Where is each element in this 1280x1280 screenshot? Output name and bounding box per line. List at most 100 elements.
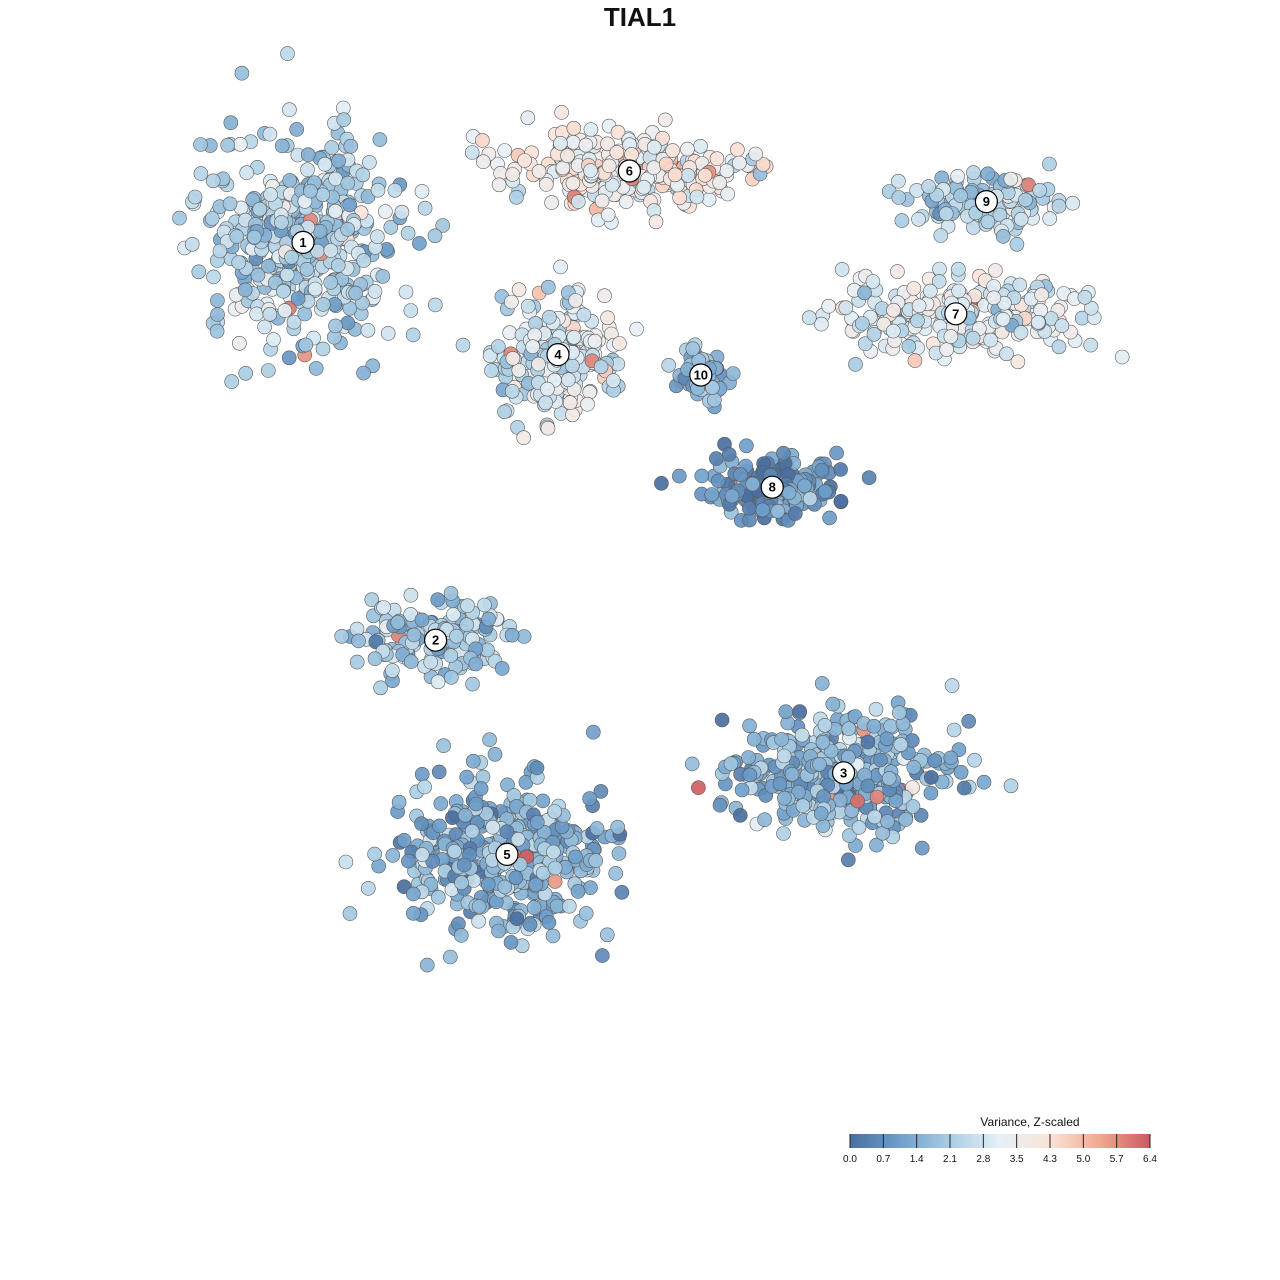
scatter-point [757,812,772,828]
scatter-point [1051,198,1067,214]
scatter-point [238,365,253,381]
scatter-point [1013,211,1029,227]
legend-tick-label: 6.4 [1143,1154,1157,1165]
scatter-point [330,258,346,273]
scatter-point [833,493,849,509]
scatter-point [282,102,297,117]
scatter-point [224,374,239,389]
scatter-point [261,258,276,274]
scatter-point [502,325,518,341]
scatter-point [594,193,610,209]
scatter-point [723,756,739,772]
scatter-point [665,143,680,158]
scatter-point [1042,211,1057,226]
scatter-point [976,774,992,790]
scatter-point [419,957,435,973]
scatter-point [494,661,510,676]
scatter-point [931,274,947,289]
scatter-point [430,592,446,608]
scatter-point [459,769,475,785]
scatter-point [857,336,873,352]
scatter-point [511,362,527,378]
scatter-point [279,267,295,283]
scatter-point [465,676,480,692]
scatter-point [453,928,469,943]
cluster-label-text: 1 [299,235,306,250]
scatter-point [1012,277,1028,293]
scatter-point [338,854,354,870]
scatter-point [510,831,526,847]
scatter-point [1065,195,1080,211]
scatter-point [1051,339,1067,355]
scatter-point [212,243,228,259]
scatter-point [812,756,827,772]
scatter-point [432,818,447,834]
scatter-point [933,228,949,243]
scatter-point [848,357,863,372]
scatter-point [980,166,996,182]
scatter-point [308,361,324,376]
scatter-point [680,168,696,183]
scatter-point [554,105,569,120]
scatter-point [324,140,340,155]
scatter-point [1054,318,1070,334]
scatter-point [427,297,443,313]
scatter-point [274,138,290,154]
scatter-point [343,138,359,154]
scatter-point [593,784,609,799]
scatter-point [689,189,705,205]
scatter-point [430,674,446,690]
scatter-point [815,734,831,750]
scatter-point [541,915,557,930]
cluster-label-badge [617,159,642,183]
scatter-point [707,392,722,408]
scatter-point [504,627,520,643]
scatter-points [172,46,1130,973]
scatter-point [580,396,595,412]
scatter-point [610,819,626,835]
scatter-point [834,262,850,277]
scatter-point [608,866,624,881]
scatter-point [794,727,810,743]
scatter-point [331,153,346,169]
scatter-point [894,213,910,228]
scatter-point [742,718,757,734]
scatter-point [593,359,609,375]
scatter-point [482,732,497,748]
scatter-point [814,316,829,332]
scatter-point [561,372,576,388]
scatter-point [383,220,399,235]
scatter-point [680,141,695,157]
scatter-point [464,823,480,839]
scatter-point [475,154,491,169]
scatter-point [237,282,253,298]
scatter-point [526,900,542,915]
scatter-point [247,229,262,245]
scatter-point [914,840,930,856]
scatter-point [890,264,905,279]
cluster-label-badge [495,842,519,867]
scatter-point [777,790,792,806]
scatter-point [375,269,391,284]
scatter-point [833,462,848,477]
scatter-point [731,155,747,171]
color-legend: Variance, Z-scaled 0.0 0.7 1.4 2.1 2.8 3.5 4.3… [843,1115,1157,1165]
scatter-point [704,487,720,502]
scatter-point [691,780,706,796]
scatter-point [891,173,906,189]
cluster-label-text: 7 [952,306,959,321]
scatter-point [893,737,909,752]
scatter-point [667,167,683,183]
scatter-point [490,339,506,354]
scatter-point [351,633,366,649]
scatter-point [927,753,943,769]
scatter-point [193,166,209,181]
scatter-point [578,906,594,921]
scatter-point [443,670,459,685]
scatter-point [540,279,556,295]
scatter-point [380,326,396,341]
cluster-label-badge [974,190,999,214]
scatter-point [980,214,996,230]
scatter-point [576,307,592,323]
scatter-point [400,225,416,241]
